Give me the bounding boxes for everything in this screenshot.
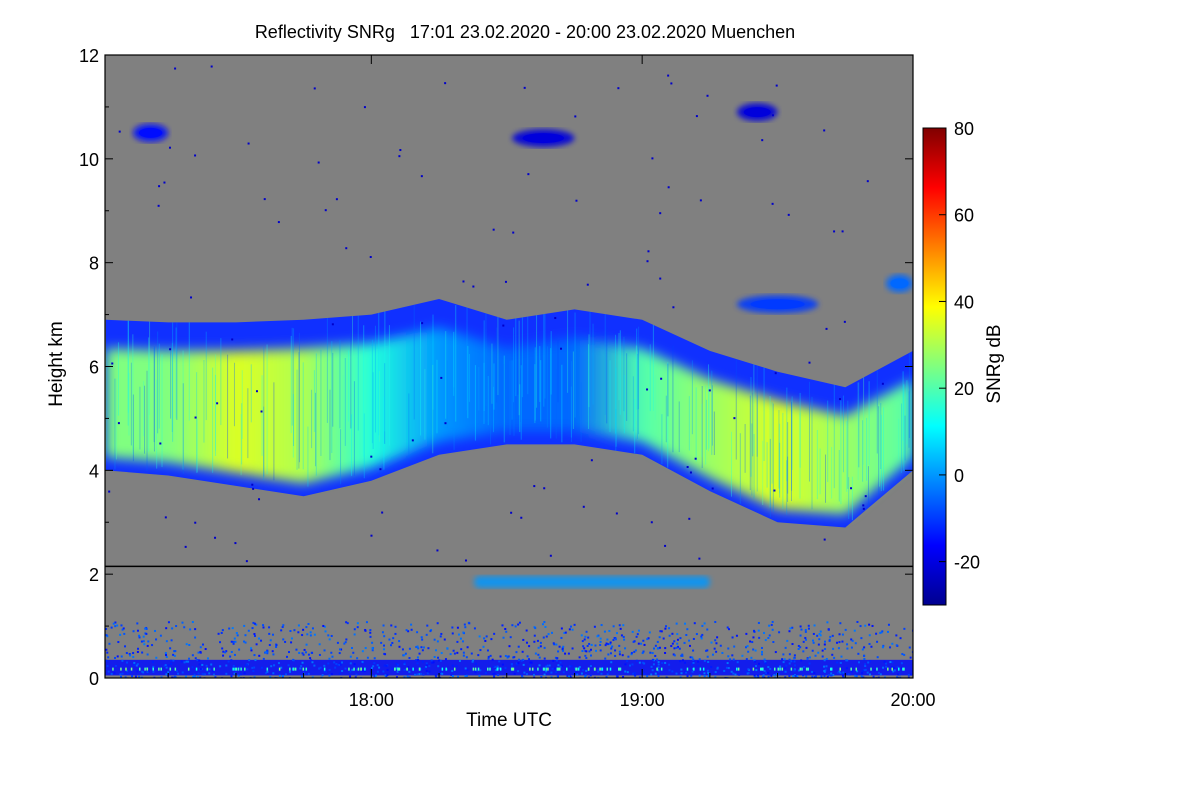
chart-title: Reflectivity SNRg 17:01 23.02.2020 - 20:… <box>254 22 796 42</box>
cloud-patch <box>132 123 169 142</box>
cloud-patch <box>736 103 778 122</box>
cloud-patch <box>736 295 819 314</box>
colorbar-tick-label: 20 <box>954 379 974 399</box>
cloud-patch <box>885 274 913 293</box>
colorbar-tick-label: 0 <box>954 466 964 486</box>
cloud-layer <box>105 299 913 528</box>
colorbar <box>922 127 947 606</box>
colorbar-tick-label: -20 <box>954 553 980 573</box>
colorbar-tick-label: 80 <box>954 119 974 139</box>
y-tick-label: 0 <box>89 669 99 689</box>
y-tick-label: 4 <box>89 461 99 481</box>
colorbar-axis: -20 0 20 40 60 80 <box>939 119 980 573</box>
y-tick-label: 8 <box>89 254 99 274</box>
x-tick-label: 20:00 <box>890 690 935 710</box>
colorbar-tick-label: 60 <box>954 206 974 226</box>
colorbar-label: SNRg dB <box>984 324 1005 403</box>
y-axis: 0 2 4 6 8 10 12 <box>79 46 913 689</box>
x-tick-label: 19:00 <box>620 690 665 710</box>
y-tick-label: 6 <box>89 358 99 378</box>
low-cloud-layer <box>474 575 710 588</box>
y-tick-label: 12 <box>79 46 99 66</box>
x-tick-label: 18:00 <box>349 690 394 710</box>
y-tick-label: 10 <box>79 150 99 170</box>
colorbar-tick-label: 40 <box>954 292 974 312</box>
cloud-patch <box>512 129 575 148</box>
x-axis-label: Time UTC <box>466 710 552 731</box>
radar-echo-layer <box>105 65 913 678</box>
x-axis: 18:00 19:00 20:00 <box>167 55 936 710</box>
y-tick-label: 2 <box>89 565 99 585</box>
y-axis-label: Height km <box>46 321 67 407</box>
